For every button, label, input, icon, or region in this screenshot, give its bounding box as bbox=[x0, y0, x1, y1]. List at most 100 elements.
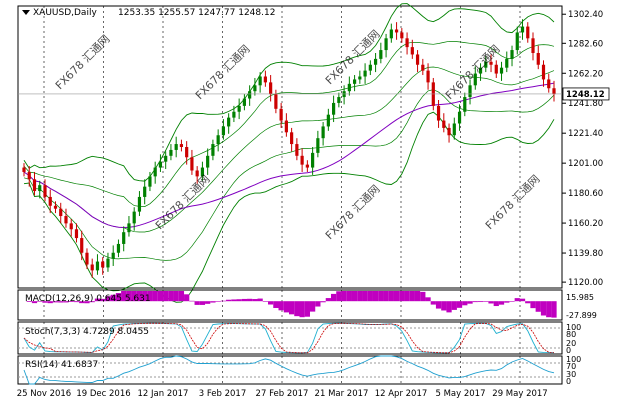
stoch-title: Stoch(7,3,3) 4.7289 8.0455 bbox=[25, 327, 149, 337]
rsi-tick-0: 0 bbox=[566, 377, 571, 386]
macd-bar bbox=[441, 301, 447, 311]
candle-body bbox=[158, 161, 163, 168]
candle-body bbox=[347, 83, 351, 92]
macd-bar bbox=[336, 291, 342, 302]
macd-bar bbox=[362, 291, 368, 302]
macd-bar bbox=[68, 301, 74, 303]
candle-body bbox=[499, 67, 504, 74]
macd-bar bbox=[58, 301, 64, 303]
candle-body bbox=[457, 111, 462, 124]
candle-body bbox=[106, 258, 110, 268]
candle-body bbox=[153, 167, 157, 177]
candle-body bbox=[116, 243, 121, 253]
macd-bar bbox=[320, 301, 326, 303]
macd-bar bbox=[84, 301, 90, 304]
macd-bar bbox=[330, 293, 337, 302]
candle-body bbox=[95, 261, 100, 271]
candle-body bbox=[389, 29, 393, 39]
macd-bar bbox=[551, 301, 557, 318]
candle-body bbox=[337, 97, 341, 103]
stoch-tick-20: 20 bbox=[566, 339, 576, 348]
macd-bar bbox=[357, 291, 363, 302]
candle-body bbox=[520, 26, 525, 33]
stoch-tick-80: 80 bbox=[566, 330, 576, 339]
y-tick-label: 1180.60 bbox=[568, 189, 603, 199]
macd-bar bbox=[268, 301, 274, 305]
macd-bar bbox=[100, 298, 106, 302]
macd-bar bbox=[210, 301, 216, 303]
candle-body bbox=[473, 73, 477, 86]
macd-bar bbox=[456, 301, 463, 308]
candle-body bbox=[332, 102, 336, 115]
stoch-content bbox=[23, 322, 555, 354]
macd-bar bbox=[493, 301, 499, 307]
candle-body bbox=[132, 211, 136, 224]
macd-bar bbox=[278, 301, 284, 311]
candle-body bbox=[526, 26, 530, 39]
dropdown-triangle-icon[interactable] bbox=[22, 10, 30, 15]
macd-bar bbox=[430, 301, 436, 305]
y-tick-label: 1241.80 bbox=[568, 99, 603, 109]
x-axis: 25 Nov 2016 19 Dec 2016 12 Jan 2017 3 Feb 2… bbox=[17, 389, 548, 399]
macd-bar bbox=[535, 301, 541, 312]
y-tick-label: 1221.40 bbox=[568, 129, 603, 139]
macd-bar bbox=[262, 301, 269, 302]
macd-bar bbox=[247, 298, 253, 302]
candle-body bbox=[248, 91, 252, 99]
y-tick-label: 1262.20 bbox=[568, 69, 603, 79]
candle-body bbox=[185, 147, 189, 158]
macd-bar bbox=[31, 301, 38, 304]
macd-bar bbox=[530, 301, 536, 309]
macd-bar bbox=[462, 301, 468, 306]
rsi-title: RSI(14) 41.6837 bbox=[25, 360, 98, 370]
candle-body bbox=[279, 108, 283, 121]
macd-bar bbox=[236, 299, 242, 302]
candle-body bbox=[363, 70, 367, 77]
bollinger-lower-line bbox=[23, 111, 555, 303]
candle-body bbox=[468, 85, 472, 98]
candle-body bbox=[111, 252, 115, 259]
macd-bar bbox=[488, 301, 494, 304]
candle-body bbox=[452, 123, 456, 136]
macd-title: MACD(12,26,9) 0.645 5.631 bbox=[25, 294, 151, 304]
macd-bar bbox=[220, 300, 227, 302]
y-tick-label: 1201.00 bbox=[568, 159, 603, 169]
bollinger-inner-upper-line bbox=[23, 40, 555, 207]
macd-bar bbox=[504, 301, 510, 303]
candle-body bbox=[421, 64, 425, 71]
candle-body bbox=[536, 53, 540, 65]
candle-body bbox=[53, 205, 58, 209]
x-tick-label: 27 Feb 2017 bbox=[256, 389, 309, 399]
rsi-tick-100: 100 bbox=[566, 355, 581, 364]
candle-body bbox=[27, 171, 31, 180]
candle-body bbox=[373, 58, 378, 65]
y-tick-label: 1282.60 bbox=[568, 39, 603, 49]
macd-bar bbox=[184, 294, 190, 302]
rsi-line bbox=[23, 355, 555, 385]
candle-body bbox=[137, 196, 142, 212]
macd-bar bbox=[89, 301, 95, 303]
macd-bar bbox=[94, 298, 101, 302]
candle-body bbox=[148, 176, 152, 187]
macd-bar bbox=[136, 291, 143, 302]
macd-bar bbox=[514, 298, 520, 302]
macd-bar bbox=[325, 298, 331, 302]
macd-bar bbox=[42, 301, 48, 303]
candle-body bbox=[436, 105, 441, 121]
macd-bar bbox=[199, 301, 206, 305]
candle-body bbox=[221, 126, 226, 136]
candle-body bbox=[69, 223, 73, 230]
candle-body bbox=[290, 132, 294, 145]
candle-body bbox=[305, 164, 309, 168]
macd-bar bbox=[409, 291, 415, 302]
macd-bar bbox=[73, 301, 80, 303]
candle-body bbox=[510, 50, 514, 59]
macd-bar bbox=[252, 299, 258, 302]
macd-bar bbox=[110, 294, 116, 302]
y-tick-label: 1302.40 bbox=[568, 10, 603, 20]
candle-body bbox=[227, 117, 231, 127]
candle-body bbox=[484, 61, 488, 68]
macd-bar bbox=[52, 301, 59, 303]
macd-bar bbox=[525, 301, 531, 304]
price-panel-frame bbox=[17, 5, 563, 289]
